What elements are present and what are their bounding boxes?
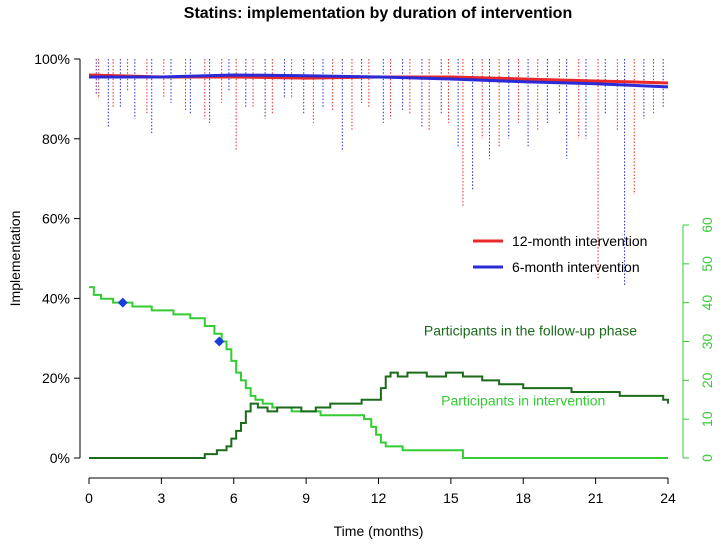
y2-tick-label: 60: [699, 217, 715, 233]
series-line: [89, 371, 669, 459]
y2-tick-label: 30: [699, 334, 715, 350]
y2-tick-label: 10: [699, 411, 715, 427]
x-tick-label: 21: [588, 490, 604, 506]
y-tick-label: 20%: [42, 370, 70, 386]
x-tick-label: 3: [157, 490, 165, 506]
marker-diamond: [117, 297, 128, 308]
y2-tick-label: 20: [699, 372, 715, 388]
y2-axis: 0 10 20 30 40 50 60: [682, 217, 715, 462]
series-line: [89, 73, 669, 89]
x-tick-label: 0: [85, 490, 93, 506]
x-tick-label: 15: [443, 490, 459, 506]
y-tick-label: 40%: [42, 290, 70, 306]
x-tick-label: 9: [302, 490, 310, 506]
y2-tick-label: 50: [699, 256, 715, 272]
marker-diamond: [214, 336, 225, 347]
series-line-individual: [98, 59, 655, 279]
series-line: [89, 286, 668, 459]
x-tick-label: 24: [660, 490, 676, 506]
series-line-individual: [95, 59, 664, 287]
y-axis: 0% 20% 40% 60% 80% 100%: [34, 51, 81, 466]
annotation-intervention: Participants in intervention: [441, 393, 605, 409]
plot-area: [88, 59, 669, 459]
legend-label-12-month: 12-month intervention: [512, 233, 647, 249]
legend-label-6-month: 6-month intervention: [512, 259, 640, 275]
y2-tick-label: 0: [699, 454, 715, 462]
y2-tick-label: 40: [699, 295, 715, 311]
y-tick-label: 80%: [42, 131, 70, 147]
x-tick-label: 12: [371, 490, 387, 506]
y-axis-label: Implementation: [7, 211, 23, 307]
x-axis-label: Time (months): [334, 523, 424, 539]
x-tick-label: 6: [230, 490, 238, 506]
annotation-follow-up: Participants in the follow-up phase: [424, 323, 637, 339]
chart-title: Statins: implementation by duration of i…: [184, 5, 572, 22]
y-tick-label: 60%: [42, 211, 70, 227]
legend: 12-month intervention 6-month interventi…: [473, 233, 647, 275]
y-tick-label: 0%: [50, 450, 70, 466]
y-tick-label: 100%: [34, 51, 70, 67]
x-axis: 0 3 6 9 12 15 18 21 24: [85, 477, 676, 506]
x-tick-label: 18: [515, 490, 531, 506]
